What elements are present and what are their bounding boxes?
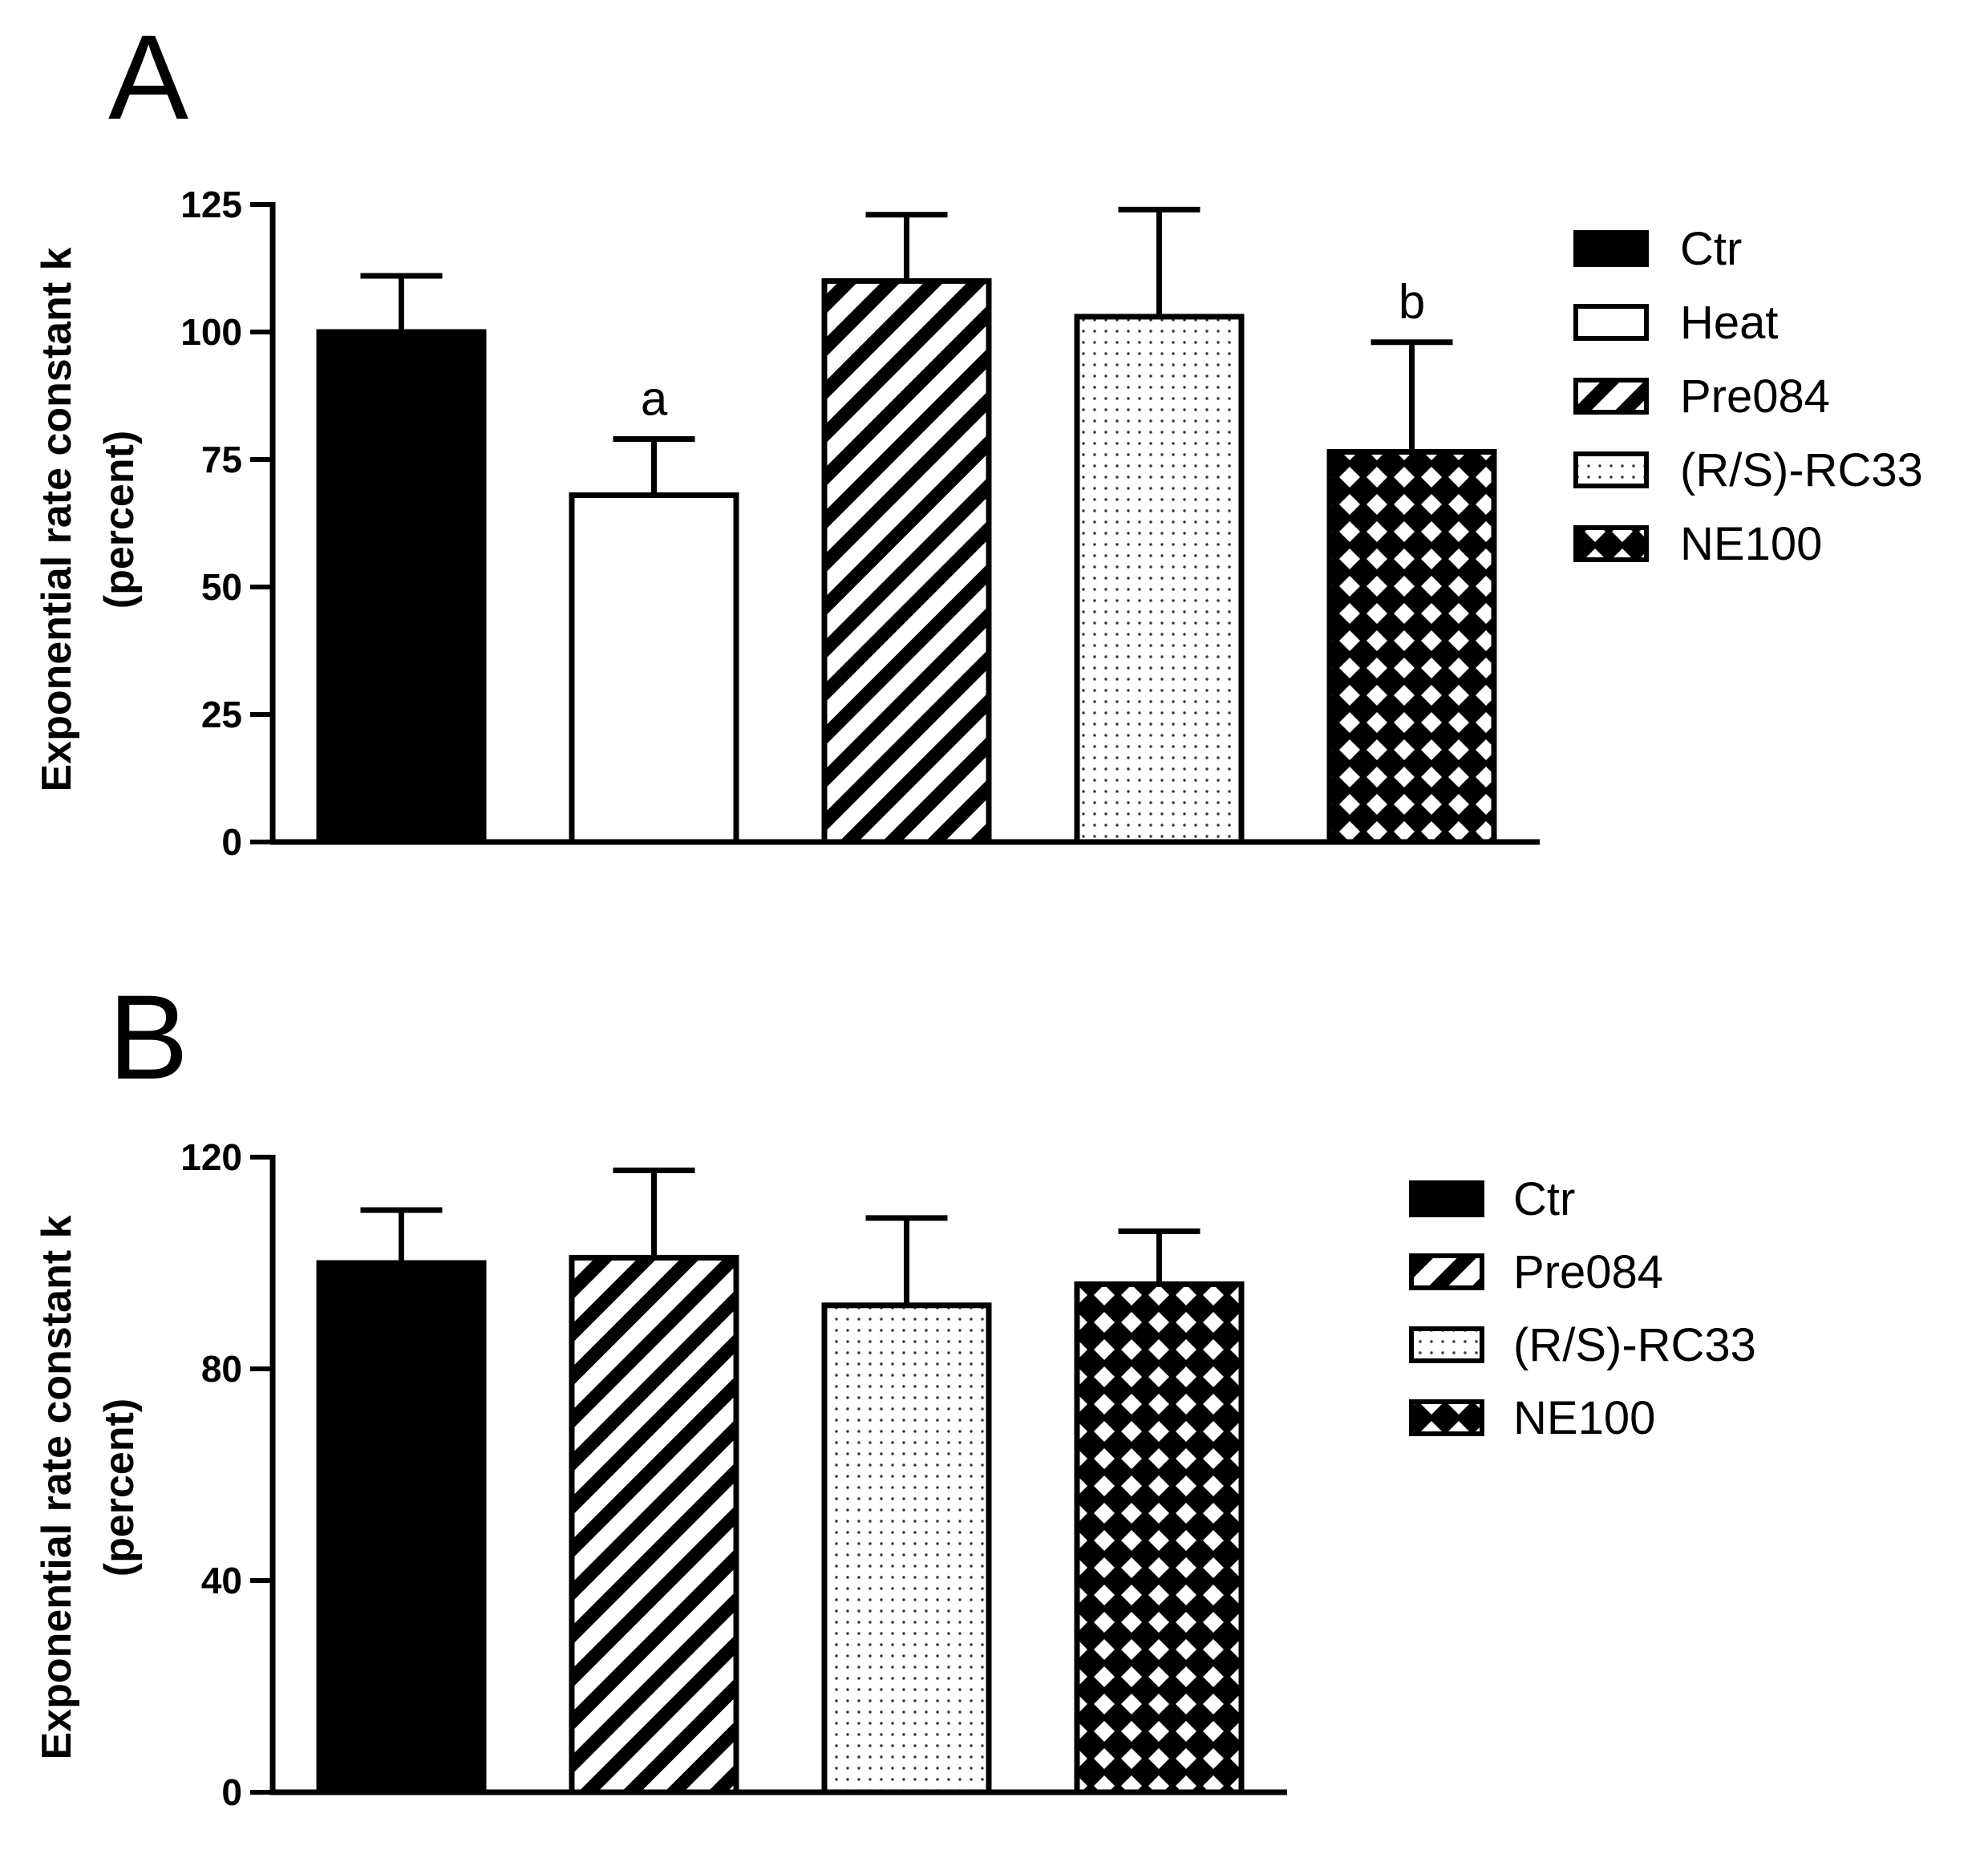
- panel-a-y-tick-label: 75: [201, 439, 242, 480]
- panel-a-legend-label-heat: Heat: [1680, 297, 1779, 349]
- panel-b-legend-label-ne100: NE100: [1513, 1392, 1655, 1444]
- panel-a-bar-heat-significance-label: a: [641, 372, 668, 426]
- panel-a-bar-ne100-significance-label: b: [1399, 275, 1425, 329]
- panel-a-legend-swatch-ctr: [1573, 230, 1649, 267]
- panel-a-legend-label-r-s-rc33: (R/S)-RC33: [1680, 444, 1923, 496]
- panel-a-legend-label-ctr: Ctr: [1680, 223, 1742, 275]
- panel-b-y-tick-label: 40: [201, 1560, 242, 1601]
- panel-b-legend-label-pre084: Pre084: [1513, 1246, 1663, 1298]
- panel-a-y-axis-title: Exponential rate constant k (percent): [34, 247, 143, 791]
- panel-b-bar-ne100: [1074, 1281, 1245, 1795]
- panel-b-bar-r-s-rc33: [821, 1302, 992, 1795]
- panel-b-y-tick-label: 120: [180, 1136, 242, 1178]
- panel-b-y-tick-label: 80: [201, 1348, 242, 1390]
- panel-b-ylabel-line2: (percent): [96, 1399, 143, 1577]
- panel-b: B Exponential rate constant k (percent) …: [34, 970, 1756, 1813]
- panel-a-y-tick-label: 25: [201, 694, 242, 735]
- panel-a-legend: Ctr Heat Pre084 (R/S)-RC33 NE100: [1573, 223, 1923, 570]
- panel-a-letter: A: [108, 10, 188, 144]
- panel-b-legend-label-r-s-rc33: (R/S)-RC33: [1513, 1319, 1756, 1371]
- panel-a-legend-label-pre084: Pre084: [1680, 370, 1830, 423]
- panel-a-y-tick-label: 0: [221, 821, 242, 863]
- panel-b-legend: Ctr Pre084 (R/S)-RC33 NE100: [1409, 1173, 1756, 1444]
- panel-a-y-tick-label: 50: [201, 566, 242, 608]
- panel-a-bar-ne100: [1326, 448, 1497, 845]
- panel-a-bar-ctr: [316, 329, 487, 845]
- panel-b-y-tick-label: 0: [221, 1771, 242, 1813]
- panel-b-legend-label-ctr: Ctr: [1513, 1173, 1575, 1225]
- panel-b-legend-swatch-ctr: [1409, 1180, 1484, 1217]
- panel-b-y-axis-title: Exponential rate constant k (percent): [34, 1215, 143, 1759]
- panel-a-legend-swatch-heat: [1573, 304, 1649, 341]
- panel-b-legend-swatch-ne100: [1409, 1399, 1484, 1436]
- panel-a-bar-r-s-rc33: [1074, 314, 1245, 845]
- panel-a-legend-swatch-r-s-rc33: [1573, 451, 1649, 488]
- panel-b-ylabel-line1: Exponential rate constant k: [34, 1215, 80, 1759]
- panel-b-bar-pre084: [569, 1254, 739, 1795]
- panel-b-bars: [316, 1168, 1245, 1795]
- panel-b-legend-swatch-pre084: [1409, 1253, 1484, 1290]
- panel-a-bar-heat: [569, 492, 739, 845]
- panel-b-bar-ctr: [316, 1260, 487, 1795]
- panel-a-y-tick-label: 100: [180, 311, 242, 353]
- panel-a-bar-pre084: [821, 277, 992, 845]
- panel-b-letter: B: [108, 970, 188, 1104]
- panel-a-legend-label-ne100: NE100: [1680, 518, 1822, 570]
- panel-a-ylabel-line1: Exponential rate constant k: [34, 247, 80, 791]
- panel-a-ylabel-line2: (percent): [96, 431, 143, 609]
- panel-a-legend-swatch-pre084: [1573, 378, 1649, 415]
- panel-a-y-tick-label: 125: [180, 184, 242, 225]
- panel-a-bars: ab: [316, 206, 1497, 845]
- panel-a-legend-swatch-ne100: [1573, 525, 1649, 562]
- panel-b-legend-swatch-r-s-rc33: [1409, 1326, 1484, 1363]
- panel-a: A Exponential rate constant k (percent) …: [34, 10, 1923, 863]
